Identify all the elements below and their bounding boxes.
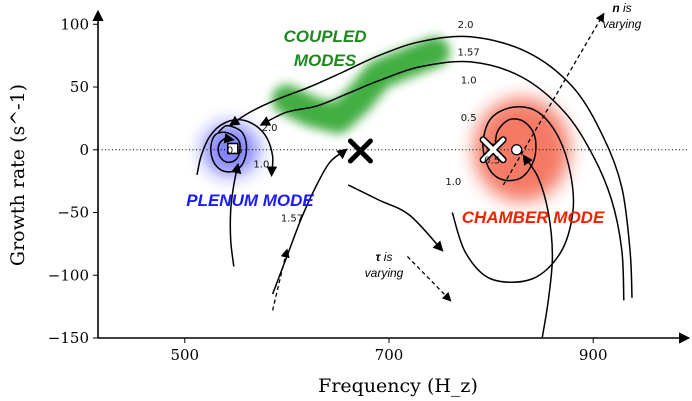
- contour-label-6: 1.0: [445, 177, 461, 188]
- y-tick-label-1: 50: [70, 78, 89, 96]
- n-varying-annotation-is: is: [620, 1, 632, 15]
- coupled-modes-label-line2: MODES: [294, 51, 357, 70]
- tau-varying-annotation-is: is: [380, 250, 392, 264]
- tau-varying-annotation-symbol: τ: [376, 250, 382, 264]
- x-axis-title: Frequency (H_z): [318, 375, 478, 397]
- y-axis-title: Growth rate (s^-1): [7, 84, 29, 266]
- coupled-modes-label-line1: COUPLED: [283, 27, 366, 46]
- plenum-mode-label: PLENUM MODE: [186, 191, 314, 210]
- trajectory-6: [522, 154, 554, 339]
- cross-marker-1: [347, 138, 373, 164]
- circle-marker: [511, 144, 523, 156]
- trajectory-4: [229, 162, 242, 267]
- cross-stroke-b: [347, 138, 373, 164]
- coupled-region: [271, 36, 450, 134]
- n-varying-annotation-symbol: n: [612, 1, 619, 15]
- cross-stroke-b: [481, 137, 506, 162]
- y-tick-label-4: −100: [48, 266, 89, 284]
- mode-labels: PLENUM MODE COUPLED MODES CHAMBER MODE: [186, 27, 605, 227]
- trajectory-2: [259, 60, 625, 301]
- trajectory-5: [271, 148, 348, 295]
- x-tick-label-0: 500: [170, 346, 199, 364]
- trajectory-lines: [196, 35, 633, 339]
- dashed-arrows: [271, 12, 605, 311]
- y-tick-label-2: 0: [79, 141, 89, 159]
- chamber-mode-label: CHAMBER MODE: [462, 208, 605, 227]
- contour-label-5: 1.57: [281, 213, 303, 224]
- contour-labels: 2.0 1.57 1.0 0.5 2.0 1.57 1.0 0.5 0.5 1.0: [227, 20, 500, 224]
- contour-label-4: 2.0: [262, 123, 278, 134]
- cross-marker-2: [479, 136, 507, 164]
- contour-label-1: 1.57: [458, 48, 480, 59]
- n-varying-annotation-line1: n is: [612, 1, 631, 15]
- n-varying-annotation-line2: varying: [603, 17, 642, 31]
- x-tick-label-2: 900: [579, 346, 608, 364]
- contour-label-7: 0.5: [484, 156, 500, 167]
- contour-label-0: 2.0: [458, 20, 474, 31]
- dashed-arrow-1: [406, 255, 452, 302]
- y-tick-label-5: −150: [48, 329, 89, 347]
- contour-label-8: 0.5: [227, 146, 243, 157]
- eigenvalue-markers: [227, 136, 523, 164]
- dashed-arrow-2: [271, 248, 290, 311]
- square-marker: [227, 142, 239, 155]
- trajectory-7: [451, 106, 575, 284]
- trajectory-8: [347, 184, 444, 252]
- variation-annotations: n is varying τ is varying: [365, 1, 642, 280]
- trajectory-3: [228, 35, 633, 298]
- tau-varying-annotation-line1: τ is: [376, 250, 393, 264]
- tau-varying-annotation-line2: varying: [365, 266, 404, 280]
- axes: [92, 9, 691, 344]
- contour-label-2: 1.0: [461, 75, 477, 86]
- contour-label-9: 1.0: [253, 159, 269, 170]
- y-tick-label-0: 100: [60, 15, 89, 33]
- trajectory-0: [210, 124, 248, 173]
- x-tick-label-1: 700: [375, 346, 404, 364]
- dashed-arrow-0: [502, 12, 605, 186]
- y-tick-label-3: −50: [57, 204, 89, 222]
- contour-label-3: 0.5: [461, 113, 477, 124]
